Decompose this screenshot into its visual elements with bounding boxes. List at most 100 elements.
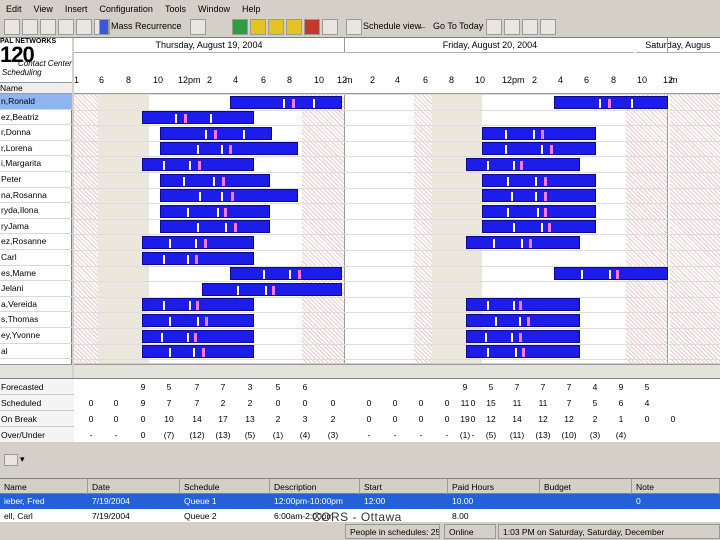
recurrence-icon[interactable]: [99, 19, 109, 35]
shift-bar[interactable]: [202, 282, 342, 296]
chart-icon[interactable]: [504, 19, 520, 35]
stat-value: 5: [644, 382, 650, 392]
shift-bar[interactable]: [466, 157, 580, 171]
shift-bar[interactable]: [142, 235, 254, 249]
shift-bar[interactable]: [482, 189, 596, 203]
edit-icon[interactable]: [322, 19, 338, 35]
stat-value: 0: [330, 398, 336, 408]
cut-icon[interactable]: [76, 19, 92, 35]
employee-name[interactable]: r,Donna: [0, 125, 72, 141]
new-icon[interactable]: [4, 19, 20, 35]
menu-tools[interactable]: Tools: [164, 3, 186, 14]
mass-recurrence-button[interactable]: Mass Recurrence: [111, 21, 182, 31]
detail-column-header[interactable]: Paid Hours: [448, 479, 540, 495]
menu-window[interactable]: Window: [197, 3, 230, 14]
grid-scrollbar[interactable]: [74, 364, 720, 378]
break-marker: [541, 145, 543, 155]
undo-icon[interactable]: [40, 19, 56, 35]
employee-name[interactable]: na,Rosanna: [0, 188, 72, 204]
shift-bar[interactable]: [160, 204, 270, 218]
detail-grid-icon[interactable]: [4, 454, 18, 466]
schedule-view-button[interactable]: Schedule view: [363, 21, 422, 31]
filter-icon[interactable]: [486, 19, 502, 35]
shift-bar[interactable]: [230, 267, 342, 281]
detail-column-header[interactable]: Start: [360, 479, 448, 495]
shift-bar[interactable]: [160, 142, 298, 156]
shift-bar[interactable]: [482, 220, 596, 234]
print-icon[interactable]: [190, 19, 206, 35]
shift-bar[interactable]: [160, 126, 272, 140]
delete-icon[interactable]: [304, 19, 320, 35]
activity-icon[interactable]: [286, 19, 302, 35]
shift-bar[interactable]: [142, 251, 254, 265]
shift-bar[interactable]: [142, 329, 254, 343]
employee-name[interactable]: r,Lorena: [0, 141, 72, 157]
shift-bar[interactable]: [466, 235, 580, 249]
shift-icon[interactable]: [250, 19, 266, 35]
shift-bar[interactable]: [466, 345, 580, 359]
employee-name[interactable]: ez,Beatriz: [0, 110, 72, 126]
menu-help[interactable]: Help: [241, 3, 261, 14]
detail-column-header[interactable]: Date: [88, 479, 180, 495]
shift-bar[interactable]: [142, 111, 254, 125]
employee-name[interactable]: Jelani: [0, 281, 72, 297]
shift-bar[interactable]: [554, 95, 668, 109]
shift-bar[interactable]: [142, 298, 254, 312]
detail-column-header[interactable]: Budget: [540, 479, 632, 495]
shift-bar[interactable]: [160, 173, 270, 187]
employee-name[interactable]: al: [0, 344, 72, 360]
detail-column-header[interactable]: Description: [270, 479, 360, 495]
shift-bar[interactable]: [466, 298, 580, 312]
shift-bar[interactable]: [466, 329, 580, 343]
break-marker: [210, 114, 212, 124]
shift-bar[interactable]: [482, 204, 596, 218]
menu-edit[interactable]: Edit: [6, 3, 22, 14]
detail-row[interactable]: ell, Carl 7/19/2004 Queue 2 6:00am-2:00pm 8.…: [0, 509, 720, 521]
shift-bar[interactable]: [482, 173, 596, 187]
calendar-icon[interactable]: [522, 19, 538, 35]
employee-name[interactable]: Peter: [0, 172, 72, 188]
shift-bar[interactable]: [160, 189, 298, 203]
shift-bar[interactable]: [142, 345, 254, 359]
employee-name[interactable]: ryda,Ilona: [0, 203, 72, 219]
detail-row-selected[interactable]: ieber, Fred 7/19/2004 Queue 1 12:00pm-10:00…: [0, 494, 720, 509]
menu-view[interactable]: View: [33, 3, 53, 14]
detail-column-header[interactable]: Schedule: [180, 479, 270, 495]
open-icon[interactable]: [22, 19, 38, 35]
detail-column-header[interactable]: Name: [0, 479, 88, 495]
go-to-today-button[interactable]: Go To Today: [433, 21, 484, 31]
schedule-view-icon[interactable]: [346, 19, 362, 35]
break-icon[interactable]: [268, 19, 284, 35]
menu-configuration[interactable]: Configuration: [99, 3, 153, 14]
off-hours-hatch: [414, 94, 432, 363]
employee-name[interactable]: ey,Yvonne: [0, 328, 72, 344]
menu-bar: Edit View Insert Configuration Tools Win…: [0, 0, 720, 17]
shift-bar[interactable]: [482, 126, 596, 140]
employee-name[interactable]: a,Vereida: [0, 297, 72, 313]
employee-name[interactable]: es,Mame: [0, 266, 72, 282]
nav-arrow-icon[interactable]: ←: [418, 21, 427, 31]
detail-column-header[interactable]: Note: [632, 479, 720, 495]
shift-bar[interactable]: [142, 313, 254, 327]
shift-bar[interactable]: [160, 220, 270, 234]
redo-icon[interactable]: [58, 19, 74, 35]
shift-bar[interactable]: [482, 142, 596, 156]
help-icon[interactable]: [540, 19, 556, 35]
menu-insert[interactable]: Insert: [64, 3, 88, 14]
name-column-header[interactable]: Name: [0, 82, 72, 94]
employee-name[interactable]: ez,Rosanne: [0, 234, 72, 250]
detail-dropdown-icon[interactable]: ▾: [20, 454, 25, 464]
shift-bar[interactable]: [230, 95, 342, 109]
shift-bar[interactable]: [142, 157, 254, 171]
stat-value: 3: [302, 414, 308, 424]
shift-bar[interactable]: [554, 267, 668, 281]
horizontal-scrollbar[interactable]: [0, 364, 72, 378]
employee-name[interactable]: s,Thomas: [0, 312, 72, 328]
employee-icon[interactable]: [232, 19, 248, 35]
employee-name[interactable]: i,Margarita: [0, 156, 72, 172]
employee-name[interactable]: n,Ronald: [0, 94, 72, 110]
employee-name[interactable]: Carl: [0, 250, 72, 266]
shift-bar[interactable]: [466, 313, 580, 327]
employee-name[interactable]: ryJama: [0, 219, 72, 235]
break-marker: [487, 348, 489, 358]
